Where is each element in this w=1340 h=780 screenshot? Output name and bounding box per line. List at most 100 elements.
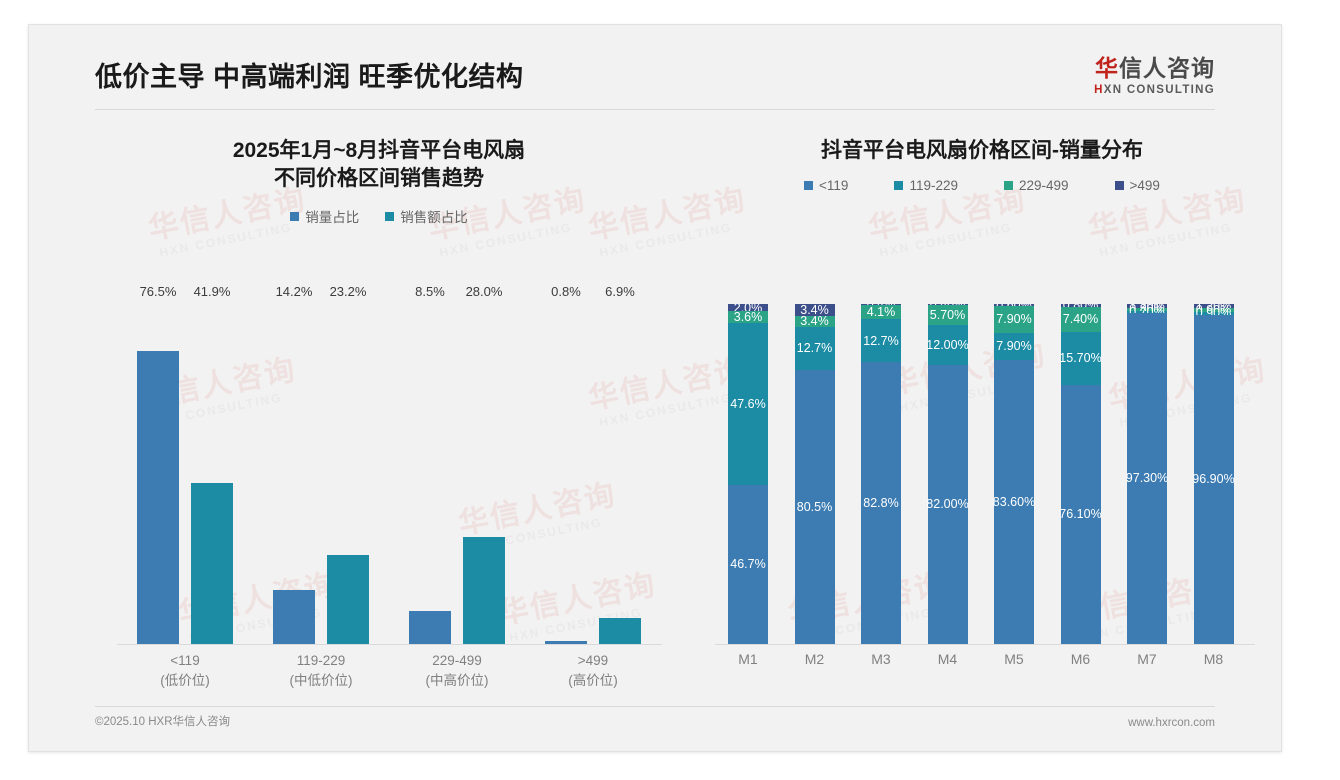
stacked-segment[interactable]: 7.90% bbox=[994, 306, 1034, 333]
stacked-segment[interactable]: 12.7% bbox=[794, 327, 835, 371]
bar-value-label: 6.9% bbox=[605, 284, 635, 299]
segment-value-label: 3.4% bbox=[800, 304, 829, 317]
stacked-segment[interactable]: 96.90% bbox=[1192, 314, 1235, 644]
x-axis-label: 119-229 (中低价位) bbox=[253, 651, 389, 690]
x-axis-label-sub: (中高价位) bbox=[425, 672, 489, 688]
segment-value-label: 15.70% bbox=[1059, 351, 1102, 366]
segment-value-label: 82.8% bbox=[863, 495, 899, 510]
bar-column: 6.9% bbox=[599, 284, 641, 644]
brand-logo: 华信人咨询 HXN CONSULTING bbox=[1094, 57, 1215, 97]
segment-value-label: 12.00% bbox=[926, 337, 969, 352]
legend-item-left-0[interactable]: 销量占比 bbox=[290, 206, 359, 226]
segment-value-label: 46.7% bbox=[730, 557, 766, 572]
legend-swatch-icon bbox=[385, 211, 395, 221]
left-chart-x-axis-labels: <119 (低价位) 119-229 (中低价位) 229-499 (中高价位) >499 (… bbox=[117, 651, 662, 701]
legend-swatch-icon bbox=[1003, 181, 1013, 191]
legend-item-right-0[interactable]: <119 bbox=[804, 178, 848, 193]
stacked-segment[interactable]: 0.80% bbox=[1127, 304, 1167, 315]
bar-column: 76.5% bbox=[137, 284, 179, 644]
stacked-segment[interactable]: 46.7% bbox=[728, 485, 768, 644]
segment-value-label: 7.40% bbox=[1062, 312, 1099, 327]
x-axis-label-main: <119 bbox=[170, 653, 200, 668]
segment-value-label: 0.80% bbox=[1129, 304, 1164, 316]
stacked-bar-column[interactable]: 0.4%4.1%12.7%82.8% bbox=[848, 304, 914, 644]
right-chart-panel: 抖音平台电风扇价格区间-销量分布 <119 119-229 229-499 >499 … bbox=[697, 137, 1267, 697]
legend-label: >499 bbox=[1129, 178, 1160, 194]
bar[interactable]: 14.2% bbox=[273, 284, 315, 644]
left-chart-title-line1: 2025年1月~8月抖音平台电风扇 bbox=[232, 139, 526, 162]
stacked-bar-column[interactable]: 0.60%7.90%7.90%83.60% bbox=[981, 304, 1047, 644]
bar-value-label: 76.5% bbox=[139, 284, 177, 299]
stacked-segment[interactable]: 1.20% bbox=[1193, 304, 1234, 312]
x-axis-label-sub: (中低价位) bbox=[289, 672, 353, 688]
stacked-bar-column[interactable]: 0.40%5.70%12.00%82.00% bbox=[915, 304, 981, 644]
stacked-segment[interactable]: 3.4% bbox=[794, 304, 835, 317]
bar-value-label: 41.9% bbox=[193, 284, 231, 299]
bar[interactable]: 0.8% bbox=[545, 284, 587, 644]
stacked-segment[interactable]: 83.60% bbox=[992, 359, 1036, 644]
stacked-bar-column[interactable]: 3.4% 3.4% 12.7% 80.5% bbox=[782, 304, 848, 644]
segment-value-label: 83.60% bbox=[992, 494, 1036, 509]
stacked-segment[interactable]: 76.10% bbox=[1059, 385, 1102, 644]
stacked-bar-column[interactable]: 0.80%7.40%15.70%76.10% bbox=[1048, 304, 1114, 644]
stacked-segment[interactable]: 12.7% bbox=[861, 319, 901, 363]
left-chart-axis-line bbox=[117, 644, 662, 645]
bar-group: 14.2% 23.2% bbox=[253, 284, 389, 644]
left-chart-legend: 销量占比 销售额占比 bbox=[69, 206, 689, 226]
segment-value-label: 1.20% bbox=[1196, 304, 1231, 313]
segment-value-label: 7.90% bbox=[996, 339, 1032, 354]
x-axis-label: M4 bbox=[937, 651, 958, 667]
footer-copyright: ©2025.10 HXR华信人咨询 bbox=[95, 716, 231, 728]
stacked-segment[interactable]: 7.90% bbox=[994, 332, 1034, 360]
segment-value-label: 4.1% bbox=[866, 305, 896, 320]
bar-group: 0.8% 6.9% bbox=[525, 284, 661, 644]
segment-value-label: 96.90% bbox=[1192, 472, 1235, 487]
stacked-segment[interactable]: 0.90% bbox=[1193, 304, 1234, 316]
bar[interactable]: 23.2% bbox=[327, 284, 369, 644]
legend-item-left-1[interactable]: 销售额占比 bbox=[385, 206, 468, 226]
bar-value-label: 23.2% bbox=[329, 284, 367, 299]
x-axis-label: 229-499 (中高价位) bbox=[389, 651, 525, 690]
stacked-segment[interactable]: 5.70% bbox=[927, 305, 968, 325]
stacked-segment[interactable]: 3.4% bbox=[794, 315, 835, 328]
slide-canvas: 低价主导 中高端利润 旺季优化结构 华信人咨询 HXN CONSULTING 华… bbox=[28, 24, 1282, 752]
stacked-segment[interactable]: 4.1% bbox=[861, 305, 901, 320]
bar-group: 8.5% 28.0% bbox=[389, 284, 525, 644]
stacked-segment[interactable]: 12.00% bbox=[926, 324, 969, 366]
logo-english-accent: H bbox=[1094, 84, 1104, 96]
stacked-segment[interactable]: 80.5% bbox=[794, 370, 835, 644]
stacked-bar-column[interactable]: 2.0% 3.6% 47.6% 46.7% bbox=[715, 304, 781, 644]
stacked-segment[interactable]: 97.30% bbox=[1126, 313, 1168, 644]
stacked-segment[interactable]: 82.00% bbox=[926, 365, 969, 644]
logo-english: HXN CONSULTING bbox=[1094, 84, 1215, 97]
legend-item-right-1[interactable]: 119-229 bbox=[894, 178, 958, 193]
legend-item-right-3[interactable]: >499 bbox=[1114, 178, 1160, 194]
bar[interactable]: 41.9% bbox=[191, 284, 233, 644]
left-chart-title-line2: 不同价格区间销售趋势 bbox=[274, 166, 484, 190]
stacked-segment[interactable]: 47.6% bbox=[728, 323, 768, 486]
legend-item-right-2[interactable]: 229-499 bbox=[1003, 178, 1069, 193]
slide-header: 低价主导 中高端利润 旺季优化结构 华信人咨询 HXN CONSULTING bbox=[29, 25, 1281, 110]
x-axis-label: M2 bbox=[804, 651, 825, 667]
stacked-segment[interactable]: 7.40% bbox=[1060, 306, 1101, 332]
segment-value-label: 5.70% bbox=[929, 307, 966, 322]
segment-value-label: 7.90% bbox=[996, 312, 1032, 327]
bar[interactable]: 28.0% bbox=[463, 284, 505, 644]
stacked-bar-column[interactable]: 1.20%0.90%0.90%96.90% bbox=[1181, 304, 1247, 644]
page-title: 低价主导 中高端利润 旺季优化结构 bbox=[95, 62, 524, 92]
stacked-bar-column[interactable]: 1.20%0.80%0.70%97.30% bbox=[1114, 304, 1180, 644]
legend-label: 销量占比 bbox=[305, 210, 360, 226]
segment-value-label: 1.20% bbox=[1129, 304, 1164, 312]
x-axis-label: M5 bbox=[1004, 651, 1024, 667]
logo-english-rest: XN CONSULTING bbox=[1103, 84, 1215, 96]
bar[interactable]: 6.9% bbox=[599, 284, 641, 644]
x-axis-label: M3 bbox=[871, 651, 891, 667]
stacked-segment[interactable]: 82.8% bbox=[861, 362, 901, 644]
stacked-segment[interactable]: 2.0% bbox=[728, 304, 768, 314]
stacked-segment[interactable]: 15.70% bbox=[1059, 331, 1102, 386]
bar[interactable]: 8.5% bbox=[409, 284, 451, 644]
bar[interactable]: 76.5% bbox=[137, 284, 179, 644]
legend-swatch-icon bbox=[290, 211, 300, 221]
stacked-segment[interactable]: 3.6% bbox=[728, 311, 768, 324]
stacked-segment[interactable]: 1.20% bbox=[1127, 304, 1167, 312]
